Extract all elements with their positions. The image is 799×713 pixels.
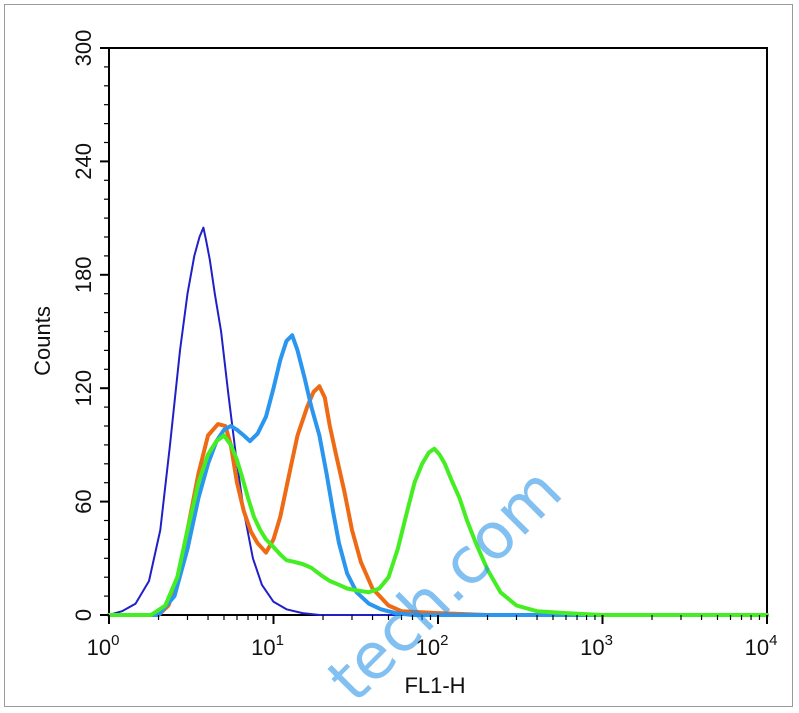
y-tick-label: 120 [71, 370, 96, 407]
histogram-chart: 0 60 120 180 240 300 100 101 102 103 104 Counts FL… [30, 30, 778, 706]
watermark-text: tech.com [314, 454, 577, 706]
plot-area-border [108, 47, 768, 616]
x-tick-label: 104 [745, 632, 778, 660]
x-tick-label: 100 [87, 632, 120, 660]
chart-frame: 0 60 120 180 240 300 100 101 102 103 104 Counts FL… [4, 4, 793, 707]
histogram-series-3 [107, 333, 769, 617]
y-tick-label: 240 [71, 143, 96, 180]
x-tick-label: 103 [580, 632, 613, 660]
x-tick-label: 101 [251, 632, 284, 660]
histogram-series-4 [107, 433, 769, 617]
y-tick-label: 300 [71, 30, 96, 67]
histogram-series-2 [107, 384, 769, 617]
y-tick-label: 60 [71, 489, 96, 513]
x-axis-title: FL1-H [404, 673, 465, 698]
y-tick-label: 0 [71, 609, 96, 621]
histogram-series-1 [108, 226, 768, 616]
y-axis-title: Counts [30, 306, 55, 376]
y-tick-label: 180 [71, 256, 96, 293]
x-tick-label: 102 [416, 632, 449, 660]
